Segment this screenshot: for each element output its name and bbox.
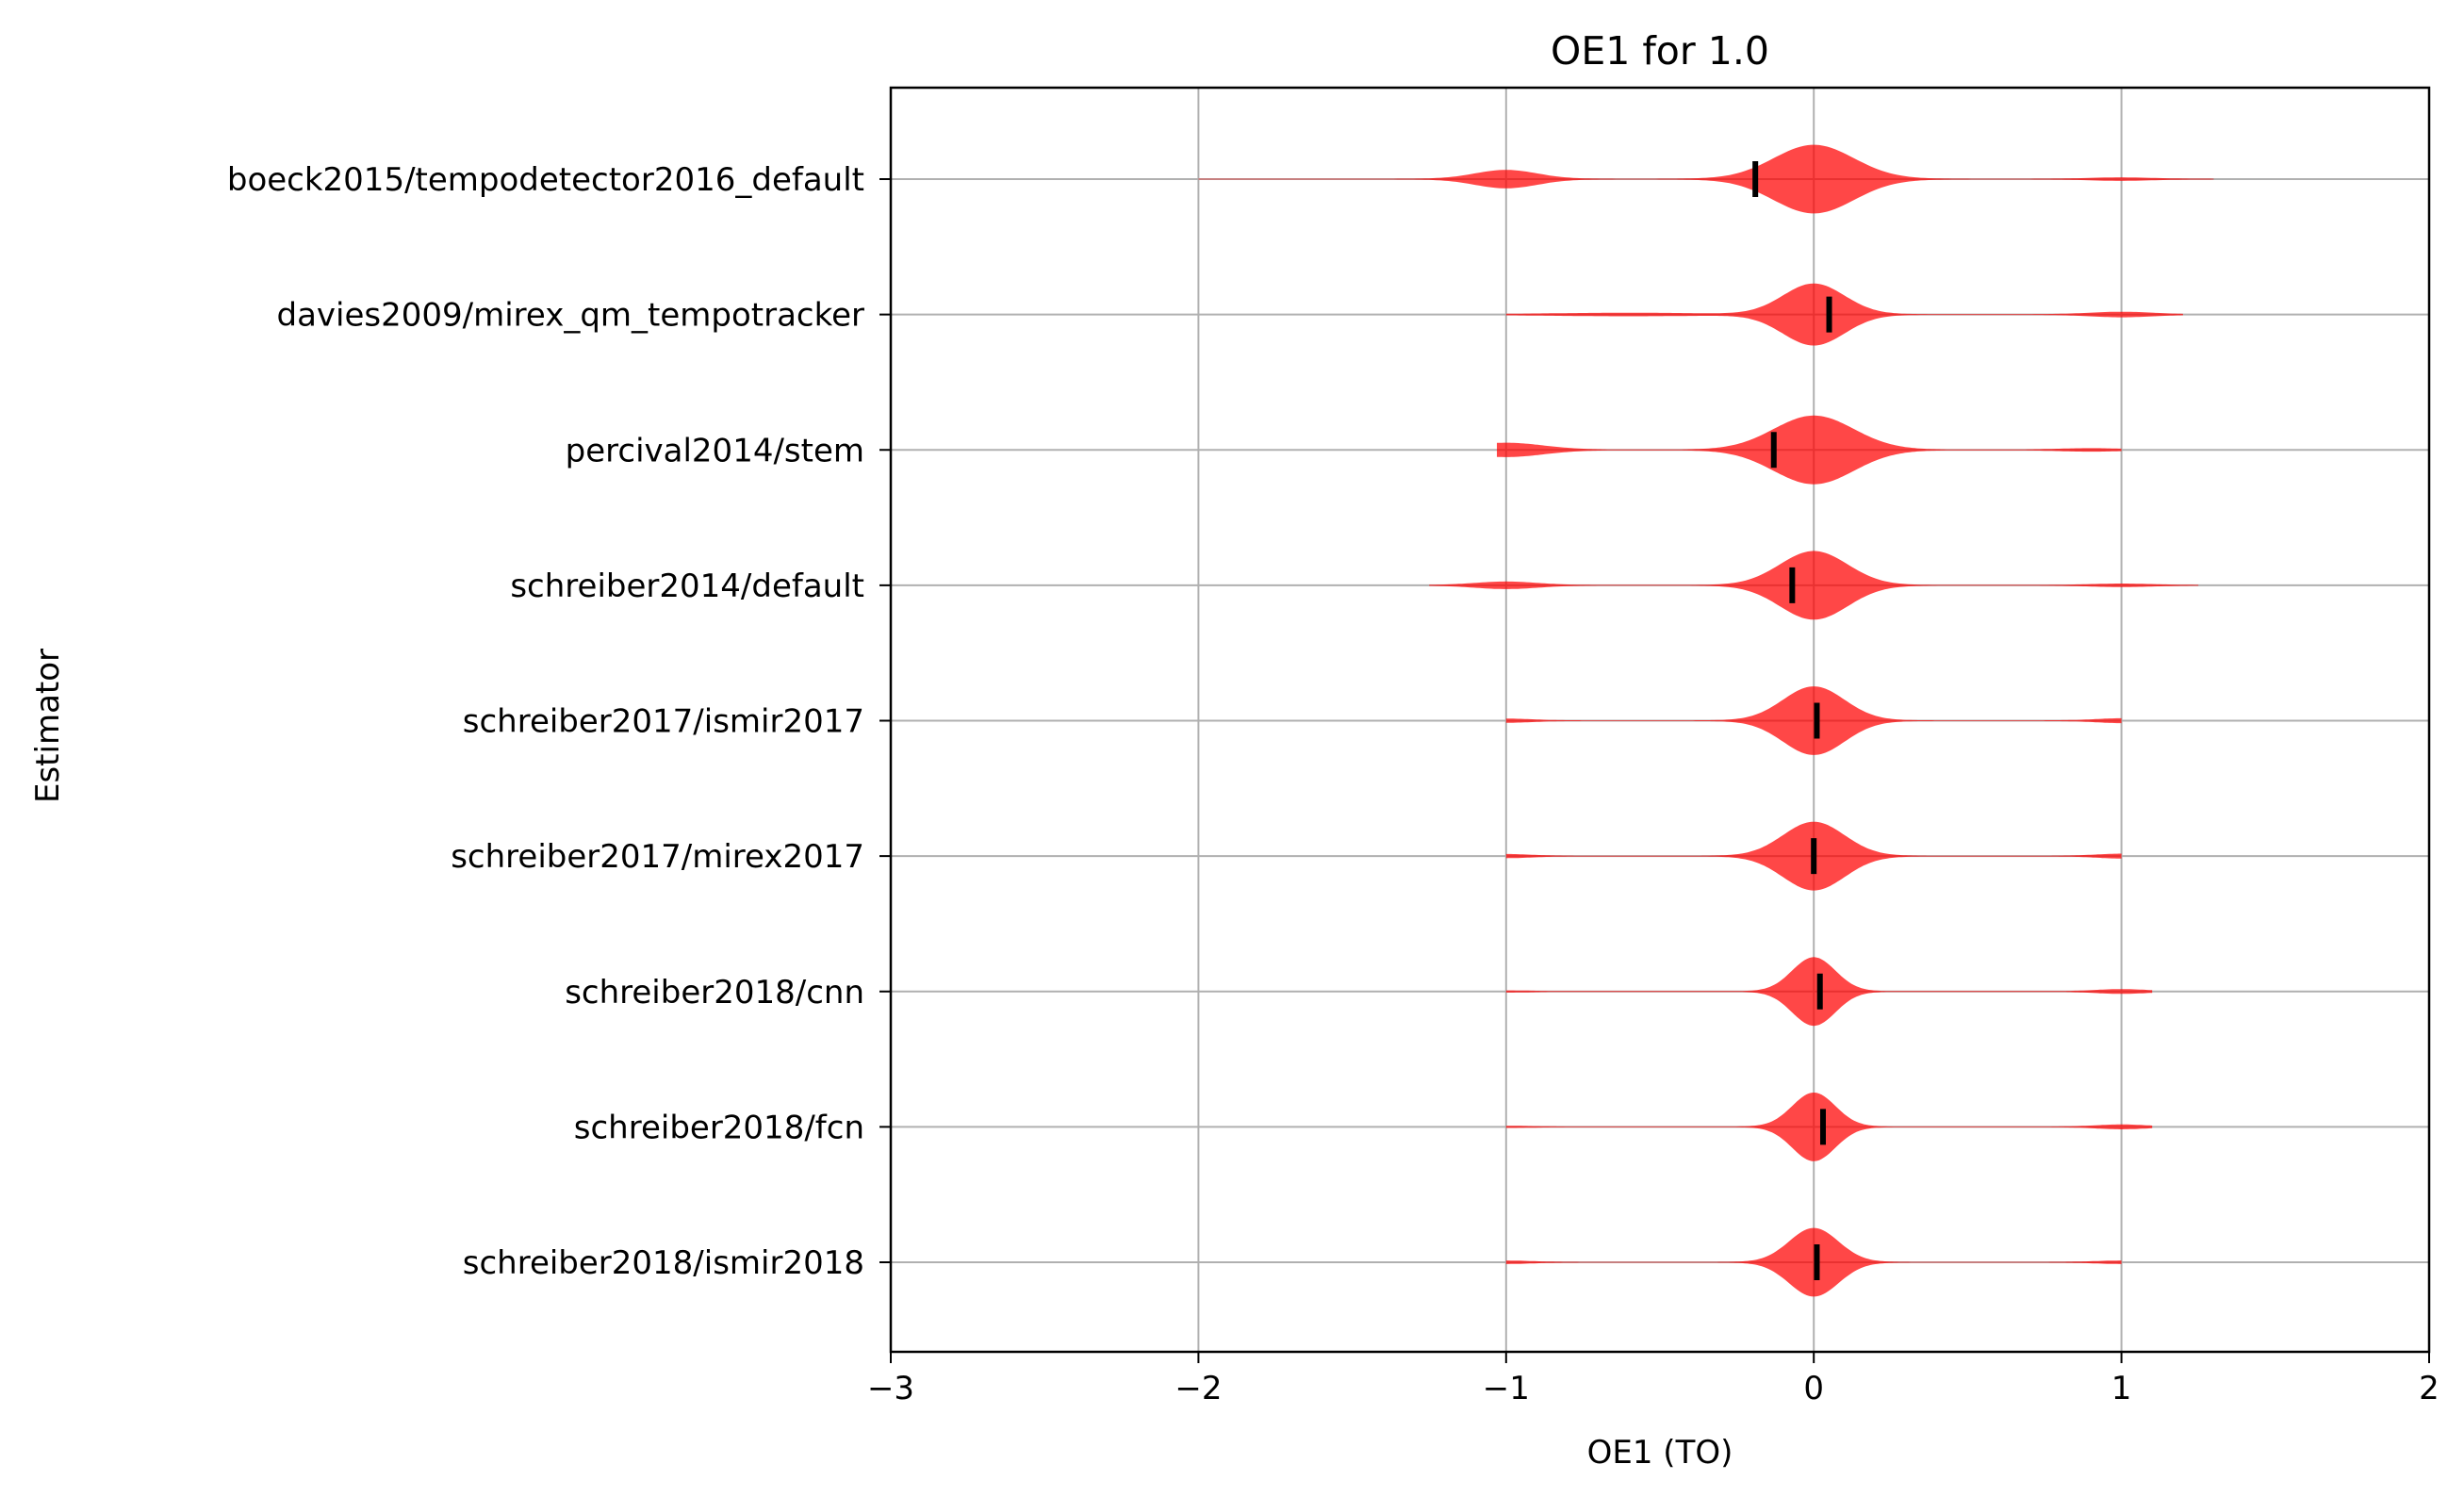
violin-body — [1505, 686, 2122, 755]
category-label: schreiber2017/ismir2017 — [463, 703, 864, 741]
x-tick-label: 2 — [2419, 1370, 2439, 1407]
category-label: schreiber2018/cnn — [565, 974, 864, 1012]
category-label: davies2009/mirex_qm_tempotracker — [276, 297, 864, 335]
x-tick-label: 0 — [1803, 1370, 1824, 1407]
category-label: schreiber2014/default — [510, 568, 864, 605]
violin-body — [1505, 283, 2183, 346]
y-axis-title: Estimator — [29, 649, 67, 803]
category-label: schreiber2018/fcn — [574, 1109, 864, 1146]
violin-body — [1505, 957, 2153, 1027]
x-tick-label: −3 — [867, 1370, 914, 1407]
chart-title: OE1 for 1.0 — [1551, 28, 1769, 74]
category-label: schreiber2017/mirex2017 — [451, 838, 864, 876]
x-tick-label: −2 — [1175, 1370, 1222, 1407]
y-axis: boeck2015/tempodetector2016_defaultdavie… — [227, 161, 891, 1282]
violin-body — [1497, 415, 2122, 485]
category-label: boeck2015/tempodetector2016_default — [227, 161, 864, 199]
category-label: percival2014/stem — [566, 432, 864, 469]
violin-body — [1505, 1093, 2153, 1161]
x-axis-title: OE1 (TO) — [1587, 1434, 1733, 1472]
x-tick-label: 1 — [2111, 1370, 2132, 1407]
violin-body — [1198, 144, 2214, 214]
violin-body — [1429, 551, 2199, 620]
x-tick-label: −1 — [1483, 1370, 1530, 1407]
category-label: schreiber2018/ismir2018 — [463, 1244, 864, 1282]
median-layer — [1752, 161, 1832, 1280]
violin-body — [1505, 1227, 2122, 1297]
x-axis: −3 −2 −1 0 1 2 — [867, 1352, 2439, 1407]
